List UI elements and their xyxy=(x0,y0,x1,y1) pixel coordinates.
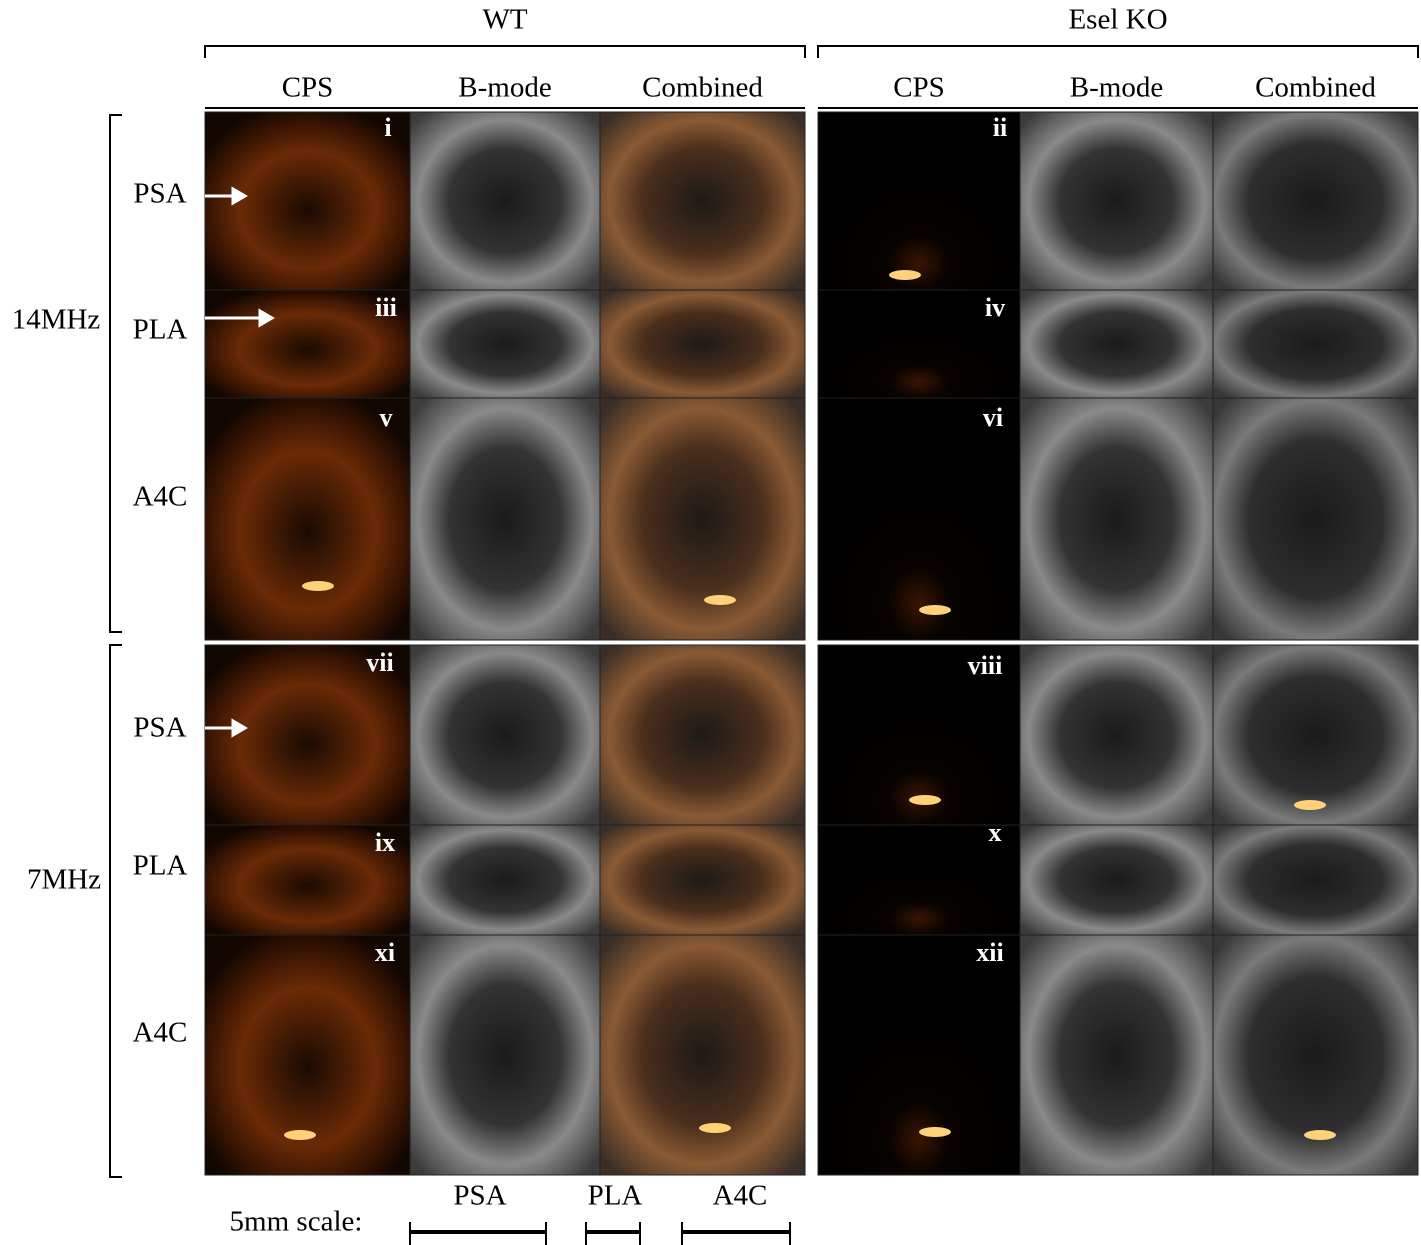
ultrasound-image xyxy=(410,935,600,1175)
frequency-bracket xyxy=(110,115,122,1177)
panel-label: xii xyxy=(976,938,1003,967)
ultrasound-image xyxy=(600,645,805,825)
column-header: B-mode xyxy=(458,72,551,104)
ultrasound-image xyxy=(205,398,410,640)
ultrasound-image xyxy=(1020,398,1213,640)
ultrasound-image xyxy=(1213,825,1418,935)
view-label: PLA xyxy=(133,314,188,346)
ultrasound-image xyxy=(1213,290,1418,398)
ultrasound-image xyxy=(410,398,600,640)
group-bracket xyxy=(205,46,1418,58)
ultrasound-image xyxy=(600,398,805,640)
column-header: B-mode xyxy=(1070,72,1163,104)
echo-spot xyxy=(889,270,921,280)
panel-label: iv xyxy=(985,293,1005,322)
panel-label: ix xyxy=(375,828,395,857)
ultrasound-image xyxy=(600,290,805,398)
ultrasound-image xyxy=(600,825,805,935)
panel-label: v xyxy=(380,403,393,432)
view-label: PSA xyxy=(133,178,186,210)
image-grid xyxy=(205,112,1418,1175)
column-header: Combined xyxy=(1255,72,1376,104)
echo-spot xyxy=(909,795,941,805)
scale-view: A4C xyxy=(713,1180,768,1212)
panel-label: i xyxy=(384,113,391,142)
panel-label: x xyxy=(989,818,1002,847)
echo-spot xyxy=(1304,1130,1336,1140)
column-header: Combined xyxy=(642,72,763,104)
ultrasound-image xyxy=(600,935,805,1175)
ultrasound-image xyxy=(410,290,600,398)
frequency-label: 7MHz xyxy=(27,864,101,896)
ultrasound-image xyxy=(410,825,600,935)
ultrasound-image xyxy=(1213,645,1418,825)
echo-spot xyxy=(919,605,951,615)
group-title: WT xyxy=(482,4,527,36)
echo-spot xyxy=(704,595,736,605)
echo-spot xyxy=(302,581,334,591)
panel-label: ii xyxy=(993,113,1007,142)
ultrasound-image xyxy=(1213,112,1418,290)
frequency-label: 14MHz xyxy=(12,304,101,336)
echo-spot xyxy=(1294,800,1326,810)
figure: 5mm scale: PSA PLA A4C WT CPS B-mode Combin… xyxy=(0,0,1421,1245)
ultrasound-image xyxy=(1020,645,1213,825)
ultrasound-image xyxy=(1020,935,1213,1175)
view-label: PSA xyxy=(133,712,186,744)
panel-label: viii xyxy=(968,651,1003,680)
ultrasound-image xyxy=(818,935,1020,1175)
ultrasound-image xyxy=(1020,290,1213,398)
panel-label: vii xyxy=(366,648,393,677)
ultrasound-image xyxy=(1020,825,1213,935)
echo-spot xyxy=(699,1123,731,1133)
view-label: A4C xyxy=(133,1017,188,1049)
scale-view: PSA xyxy=(453,1180,506,1212)
ultrasound-image xyxy=(1020,112,1213,290)
panel-label: vi xyxy=(983,403,1003,432)
view-label: PLA xyxy=(133,850,188,882)
ultrasound-image xyxy=(818,398,1020,640)
echo-spot xyxy=(919,1127,951,1137)
echo-spot xyxy=(284,1130,316,1140)
ultrasound-image xyxy=(410,645,600,825)
column-header: CPS xyxy=(893,72,945,104)
panel-label: xi xyxy=(375,938,395,967)
scale-label: 5mm scale: xyxy=(230,1206,363,1238)
scale-view: PLA xyxy=(588,1180,643,1212)
ultrasound-image xyxy=(818,112,1020,290)
view-label: A4C xyxy=(133,481,188,513)
group-title: Esel KO xyxy=(1068,4,1167,36)
ultrasound-image xyxy=(600,112,805,290)
ultrasound-image xyxy=(410,112,600,290)
ultrasound-image xyxy=(1213,398,1418,640)
column-header: CPS xyxy=(282,72,334,104)
panel-label: iii xyxy=(375,293,397,322)
